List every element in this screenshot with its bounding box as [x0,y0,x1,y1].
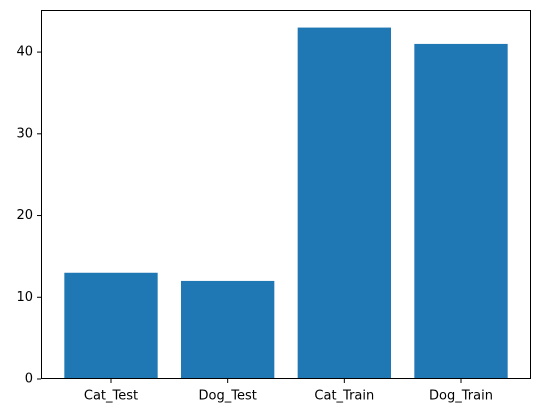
x-tick-label-cat-test: Cat_Test [84,389,138,404]
plot-frame [41,10,531,379]
y-axis-ticks: 0 10 20 30 40 [16,45,41,387]
x-tick-label-dog-test: Dog_Test [199,389,257,404]
bar-dog-test [181,280,275,379]
bar-cat-test [64,272,158,379]
y-tick-label: 30 [16,126,33,141]
x-axis-ticks: Cat_Test Dog_Test Cat_Train Dog_Train [84,379,493,404]
bars-layer [64,27,508,380]
bar-cat-train [297,27,391,379]
y-tick-label: 0 [25,372,33,387]
bar-dog-train [414,43,508,380]
axes-layer [41,10,531,379]
x-tick-label-cat-train: Cat_Train [314,389,374,404]
y-tick-label: 40 [16,45,33,60]
x-tick-label-dog-train: Dog_Train [429,389,493,404]
y-tick-label: 10 [16,290,33,305]
y-tick-label: 20 [16,208,33,223]
